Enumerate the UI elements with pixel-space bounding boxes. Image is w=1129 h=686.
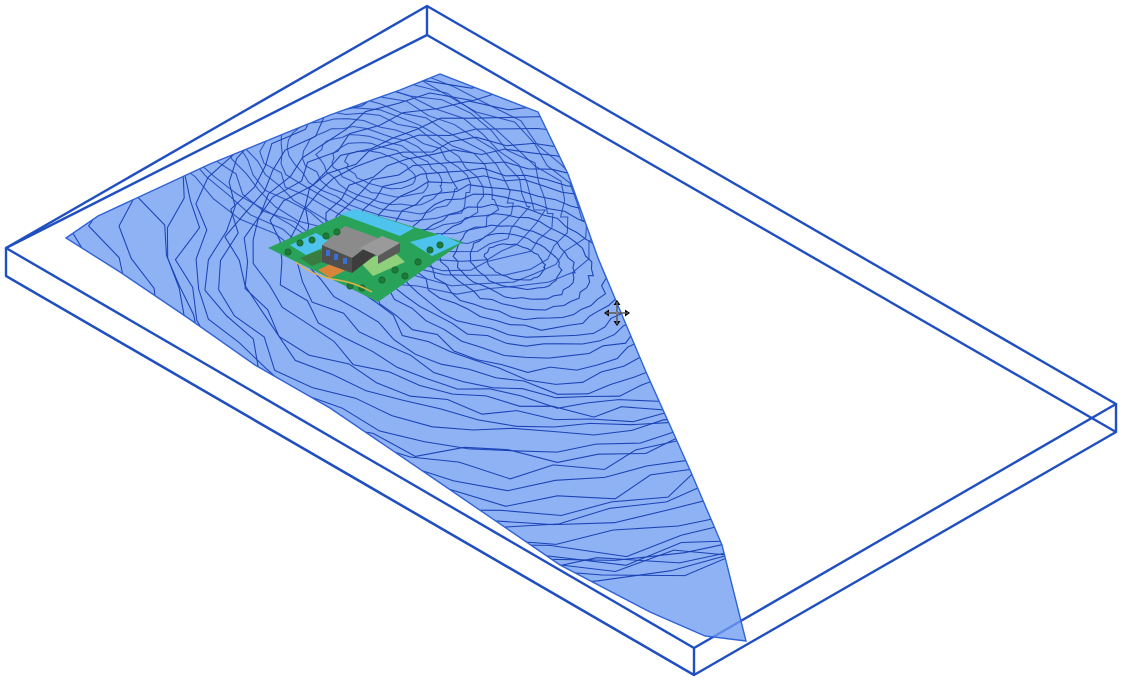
building-window-3 xyxy=(343,258,347,264)
building-wing-roof xyxy=(360,236,400,256)
contour-line xyxy=(483,243,547,281)
building-model[interactable] xyxy=(322,226,400,273)
tree xyxy=(322,232,330,240)
section-box-inner-front-edge xyxy=(5,274,695,677)
contour-line xyxy=(166,74,746,492)
contour-line xyxy=(452,224,576,300)
contour-line xyxy=(66,74,746,592)
toposurface-boundary xyxy=(64,73,747,642)
contour-line xyxy=(66,74,746,577)
tree xyxy=(333,228,341,236)
tree xyxy=(284,248,292,256)
site-pad-water-east xyxy=(410,234,460,256)
building-window-1 xyxy=(326,250,330,256)
move-cursor-icon xyxy=(604,300,630,326)
site-lawn xyxy=(360,250,405,276)
contour-line xyxy=(301,125,459,215)
contour-line xyxy=(286,118,472,222)
tree xyxy=(436,241,444,249)
section-box-front-edges[interactable] xyxy=(4,6,1118,677)
contour-line xyxy=(469,232,563,291)
contour-line xyxy=(315,134,443,207)
contour-line xyxy=(280,110,485,231)
contour-line xyxy=(343,149,417,190)
site-pad-water-north xyxy=(340,209,414,236)
tree xyxy=(308,236,316,244)
tree xyxy=(378,276,386,284)
site-path xyxy=(295,261,373,293)
contour-line xyxy=(66,74,746,566)
contour-line xyxy=(174,74,746,480)
tree xyxy=(401,272,409,280)
contour-line xyxy=(331,142,430,198)
site-pad-water-west xyxy=(290,233,334,255)
tree xyxy=(414,258,422,266)
tree xyxy=(296,239,304,247)
contour-line xyxy=(66,74,746,572)
building-wing-wall xyxy=(378,243,400,264)
building-window-2 xyxy=(334,254,338,260)
toposurface[interactable] xyxy=(0,0,1100,642)
site-trees xyxy=(284,228,444,292)
section-box-bottom-right-edge xyxy=(693,404,1118,677)
tree xyxy=(391,266,399,274)
site-building-pad[interactable] xyxy=(268,209,463,302)
contour-line xyxy=(66,74,746,561)
tree xyxy=(426,246,434,254)
